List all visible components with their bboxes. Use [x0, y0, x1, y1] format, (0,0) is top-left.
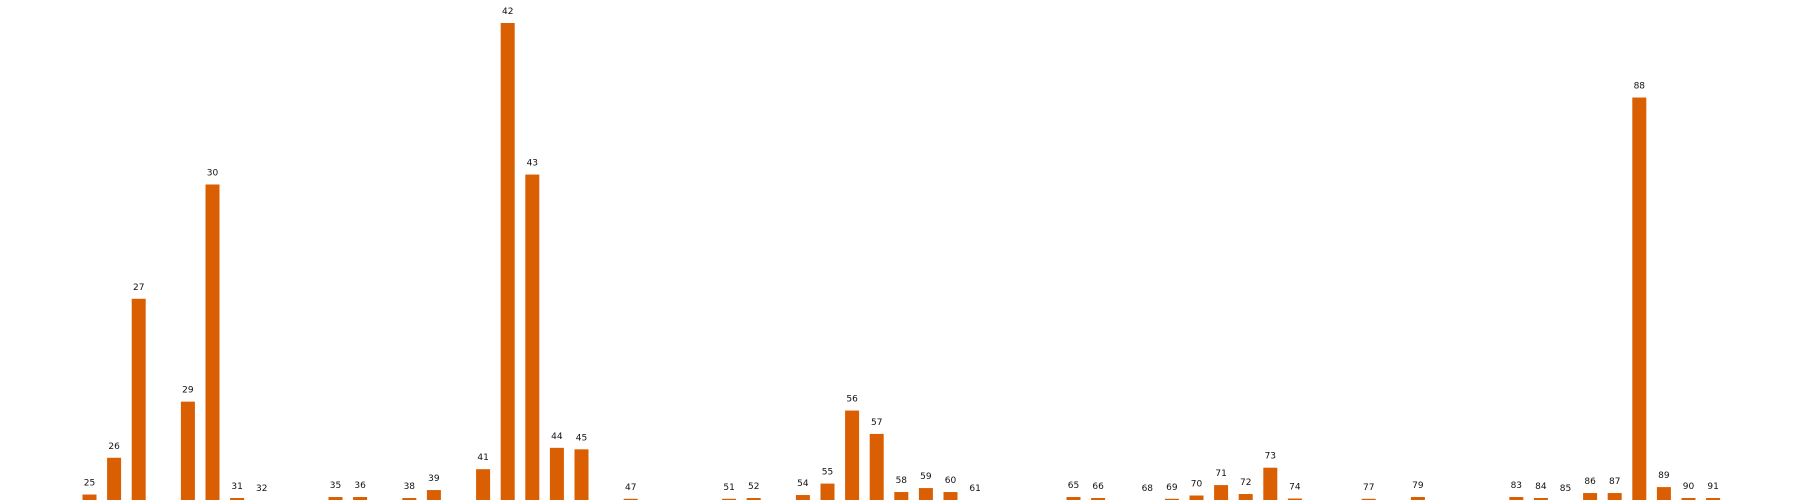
bar-38	[402, 498, 417, 500]
bar-89	[1656, 487, 1671, 500]
bar-label-84: 84	[1535, 482, 1547, 492]
bar-label-90: 90	[1683, 482, 1695, 492]
bar-label-77: 77	[1363, 483, 1374, 493]
bar-36	[353, 497, 368, 500]
bar-26	[107, 457, 122, 500]
bar-88	[1632, 97, 1647, 500]
bar-54	[795, 495, 810, 500]
bar-label-27: 27	[133, 283, 144, 293]
bar-27	[131, 298, 146, 500]
bar-label-29: 29	[182, 386, 194, 396]
bar-31	[230, 498, 245, 500]
bar-91	[1706, 498, 1721, 500]
bar-label-89: 89	[1658, 471, 1670, 481]
bar-label-61: 61	[969, 484, 980, 494]
bar-label-39: 39	[428, 474, 440, 484]
bar-label-32: 32	[256, 484, 267, 494]
bar-label-79: 79	[1412, 481, 1424, 491]
bar-label-71: 71	[1215, 469, 1226, 479]
bar-79	[1410, 497, 1425, 500]
bar-label-54: 54	[797, 479, 809, 489]
bar-label-31: 31	[231, 482, 242, 492]
bar-label-68: 68	[1142, 484, 1154, 494]
bar-label-35: 35	[330, 481, 341, 491]
bar-label-36: 36	[354, 481, 366, 491]
bar-86	[1583, 493, 1598, 500]
bar-72	[1238, 494, 1253, 500]
bar-47	[623, 498, 638, 500]
bar-label-66: 66	[1092, 482, 1104, 492]
bar-77	[1361, 498, 1376, 500]
bar-label-56: 56	[846, 395, 858, 405]
labels-layer: 25 26 27 29 30 31 32 35 36 38 39 41 42 43 44 45 47 51 52 54…	[84, 7, 1719, 494]
bar-label-25: 25	[84, 479, 95, 489]
bar-74	[1287, 498, 1302, 500]
bar-label-55: 55	[822, 468, 833, 478]
bar-87	[1607, 493, 1622, 500]
bar-55	[820, 483, 835, 500]
bar-label-57: 57	[871, 418, 882, 428]
bar-73	[1263, 467, 1278, 500]
bar-label-73: 73	[1265, 452, 1276, 462]
bar-42	[500, 23, 515, 500]
bar-41	[476, 469, 491, 500]
bar-label-43: 43	[527, 159, 538, 169]
bar-label-83: 83	[1511, 481, 1522, 491]
bar-label-30: 30	[207, 168, 219, 178]
bar-51	[722, 498, 737, 500]
bar-58	[894, 492, 909, 500]
bar-label-59: 59	[920, 472, 932, 482]
bar-label-65: 65	[1068, 481, 1079, 491]
bar-84	[1533, 498, 1548, 500]
bar-70	[1189, 495, 1204, 500]
bar-52	[746, 498, 761, 500]
bar-label-44: 44	[551, 432, 563, 442]
bar-label-87: 87	[1609, 477, 1620, 487]
bar-69	[1164, 498, 1179, 500]
bar-45	[574, 449, 589, 500]
bar-label-70: 70	[1191, 480, 1203, 490]
bar-label-47: 47	[625, 483, 636, 493]
bar-56	[845, 410, 860, 500]
bar-83	[1509, 497, 1524, 500]
bar-label-38: 38	[404, 482, 416, 492]
bar-label-52: 52	[748, 482, 759, 492]
bar-label-51: 51	[723, 483, 734, 493]
bar-90	[1681, 498, 1696, 500]
bar-label-72: 72	[1240, 478, 1251, 488]
bar-label-91: 91	[1707, 482, 1718, 492]
bar-label-60: 60	[945, 476, 957, 486]
bar-29	[180, 401, 195, 500]
bar-57	[869, 433, 884, 500]
bar-label-69: 69	[1166, 483, 1178, 493]
bar-label-58: 58	[896, 476, 908, 486]
bars-layer	[82, 23, 1721, 500]
bar-label-74: 74	[1289, 483, 1301, 493]
bar-label-41: 41	[477, 453, 488, 463]
bar-label-85: 85	[1560, 484, 1571, 494]
bar-71	[1214, 485, 1229, 500]
bar-59	[918, 488, 933, 500]
bar-label-42: 42	[502, 7, 513, 17]
bar-60	[943, 492, 958, 500]
bar-label-45: 45	[576, 433, 587, 443]
bar-66	[1091, 498, 1106, 500]
bar-35	[328, 497, 343, 500]
bar-65	[1066, 497, 1081, 500]
bar-44	[549, 447, 564, 500]
bar-label-88: 88	[1634, 82, 1646, 92]
bar-label-86: 86	[1584, 477, 1596, 487]
bar-30	[205, 184, 220, 500]
bar-label-26: 26	[108, 442, 120, 452]
bar-39	[426, 490, 441, 500]
bar-43	[525, 174, 540, 500]
bar-25	[82, 494, 97, 500]
